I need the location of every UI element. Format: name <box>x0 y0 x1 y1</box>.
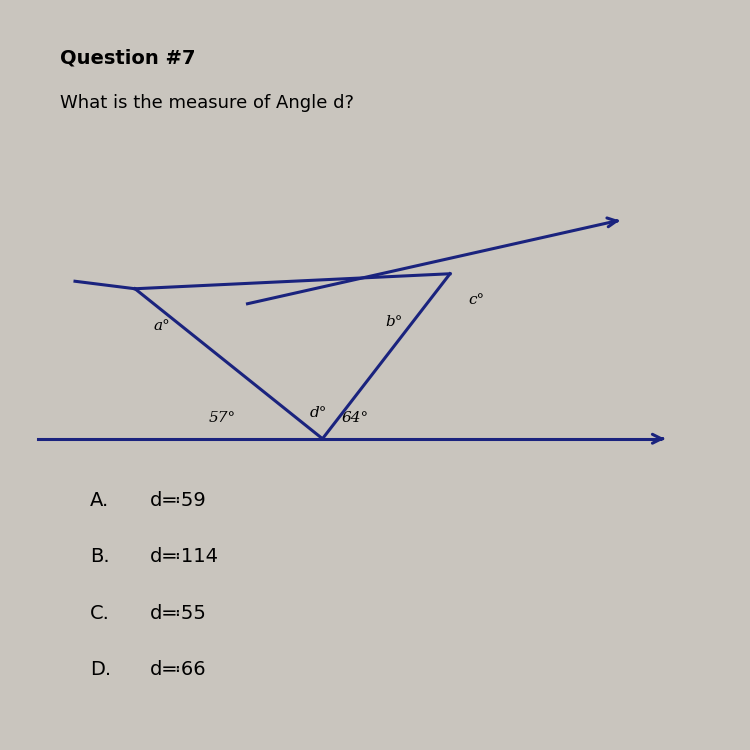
Text: d≕114: d≕114 <box>150 548 219 566</box>
Text: B.: B. <box>90 548 110 566</box>
Text: Question #7: Question #7 <box>60 49 196 68</box>
Text: What is the measure of Angle d?: What is the measure of Angle d? <box>60 94 354 112</box>
Text: b°: b° <box>385 315 403 329</box>
Text: D.: D. <box>90 660 111 679</box>
Text: 64°: 64° <box>341 411 368 425</box>
Text: d°: d° <box>310 406 328 420</box>
Text: d≕66: d≕66 <box>150 660 206 679</box>
Text: a°: a° <box>154 319 170 333</box>
Text: d≕59: d≕59 <box>150 491 207 510</box>
Text: d≕55: d≕55 <box>150 604 207 622</box>
Text: c°: c° <box>469 292 484 307</box>
Text: C.: C. <box>90 604 110 622</box>
Text: 57°: 57° <box>209 411 236 425</box>
Text: A.: A. <box>90 491 110 510</box>
